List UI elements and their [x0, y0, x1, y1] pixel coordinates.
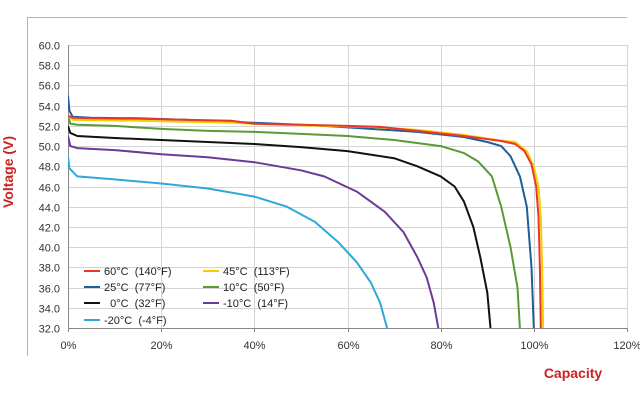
- y-tick-label: 52.0: [39, 122, 60, 134]
- y-tick-label: 60.0: [39, 41, 60, 53]
- y-tick-label: 32.0: [39, 324, 60, 336]
- x-tick-label: 60%: [337, 340, 359, 352]
- series-line-3: [68, 115, 521, 328]
- x-tick-label: 80%: [430, 340, 452, 352]
- y-tick-label: 56.0: [39, 81, 60, 93]
- x-tick-label: 120%: [613, 340, 640, 352]
- y-tick-label: 48.0: [39, 162, 60, 174]
- chart-frame: [27, 17, 627, 356]
- series-line-6: [68, 156, 389, 328]
- y-tick-label: 40.0: [39, 243, 60, 255]
- series-line-0: [68, 114, 542, 328]
- x-tick-label: 0%: [61, 340, 77, 352]
- legend-label: 45°C (113°F): [223, 266, 290, 278]
- legend: 60°C (140°F) 45°C (113°F) 25°C (77°F) 10°C …: [84, 266, 290, 327]
- y-tick-label: 54.0: [39, 102, 60, 114]
- legend-label: -10°C (14°F): [223, 298, 288, 310]
- y-tick-label: 44.0: [39, 203, 60, 215]
- y-tick-label: 38.0: [39, 263, 60, 275]
- x-tick-label: 100%: [520, 340, 548, 352]
- x-tick-label: 40%: [243, 340, 265, 352]
- series-lines: [68, 95, 545, 328]
- y-tick-label: 58.0: [39, 61, 60, 73]
- y-axis-title: Voltage (V): [0, 136, 16, 208]
- legend-label: 0°C (32°F): [104, 298, 165, 310]
- y-tick-label: 50.0: [39, 142, 60, 154]
- y-tick-label: 46.0: [39, 183, 60, 195]
- legend-label: 60°C (140°F): [104, 266, 172, 278]
- legend-label: 10°C (50°F): [223, 282, 284, 294]
- y-tick-label: 42.0: [39, 223, 60, 235]
- series-line-4: [68, 125, 492, 328]
- legend-label: 25°C (77°F): [104, 282, 165, 294]
- y-tick-label: 34.0: [39, 304, 60, 316]
- axes: 32.0 34.0 36.0 38.0 40.0 42.0 44.0 46.0 48.0 50.0…: [39, 41, 640, 353]
- x-axis-title: Capacity: [544, 365, 603, 381]
- legend-label: -20°C (-4°F): [104, 315, 167, 327]
- x-tick-label: 20%: [150, 340, 172, 352]
- y-tick-label: 36.0: [39, 284, 60, 296]
- series-line-5: [68, 135, 440, 328]
